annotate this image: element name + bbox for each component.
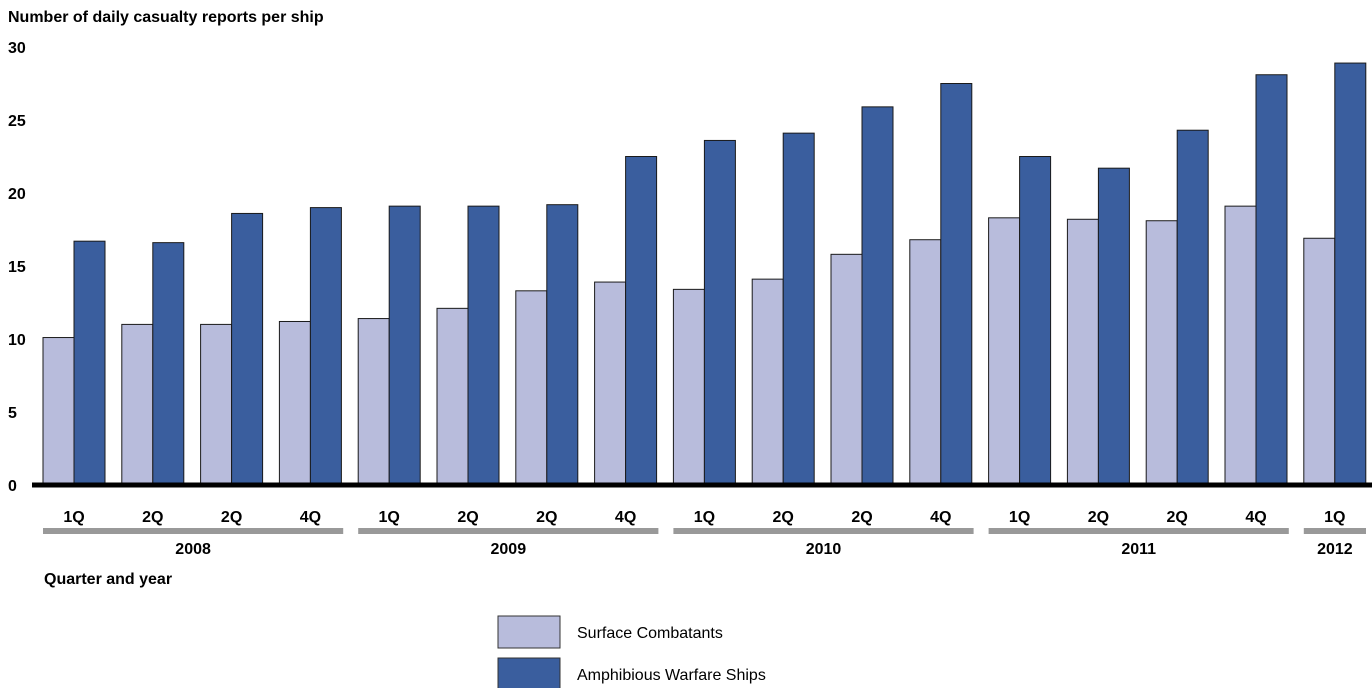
- x-tick-label: 2Q: [1088, 509, 1109, 526]
- bar-amphibious-warfare-ships: [1334, 62, 1367, 486]
- x-tick-label: 1Q: [379, 509, 400, 526]
- bar-amphibious-warfare-ships: [1097, 167, 1130, 486]
- legend-swatch: [497, 657, 561, 688]
- bar-amphibious-warfare-ships: [388, 205, 421, 486]
- bar-amphibious-warfare-ships: [309, 207, 342, 486]
- year-bracket: [358, 528, 659, 534]
- bar-surface-combatants: [594, 281, 627, 486]
- bar-surface-combatants: [42, 337, 75, 486]
- bar-amphibious-warfare-ships: [782, 132, 815, 486]
- x-tick-label: 1Q: [63, 509, 84, 526]
- year-label: 2011: [1121, 541, 1156, 558]
- year-bracket: [673, 528, 974, 534]
- x-tick-label: 2Q: [142, 509, 163, 526]
- bar-surface-combatants: [200, 323, 233, 486]
- bar-surface-combatants: [436, 307, 469, 486]
- bar-surface-combatants: [1066, 218, 1099, 486]
- x-tick-label: 2Q: [851, 509, 872, 526]
- bar-surface-combatants: [1224, 205, 1257, 486]
- year-bracket: [1303, 528, 1366, 534]
- bar-amphibious-warfare-ships: [73, 240, 106, 486]
- legend-swatch: [497, 615, 561, 649]
- bar-surface-combatants: [1145, 220, 1178, 486]
- bar-amphibious-warfare-ships: [703, 139, 736, 486]
- y-tick-label: 25: [8, 113, 26, 130]
- x-tick-label: 1Q: [1324, 509, 1345, 526]
- y-axis-label: Number of daily casualty reports per shi…: [8, 9, 324, 26]
- legend-label: Amphibious Warfare Ships: [577, 667, 766, 684]
- bar-surface-combatants: [751, 278, 784, 486]
- year-label: 2010: [806, 541, 842, 558]
- bar-amphibious-warfare-ships: [861, 106, 894, 486]
- year-bracket: [43, 528, 344, 534]
- legend: Surface Combatants Amphibious Warfare Shi…: [497, 615, 766, 688]
- y-tick-label: 30: [8, 40, 26, 57]
- bar-amphibious-warfare-ships: [152, 242, 185, 486]
- y-tick-label: 15: [8, 259, 26, 276]
- year-label: 2008: [175, 541, 211, 558]
- bar-surface-combatants: [121, 323, 154, 486]
- bar-amphibious-warfare-ships: [940, 83, 973, 486]
- x-tick-label: 2Q: [773, 509, 794, 526]
- x-tick-label: 2Q: [1167, 509, 1188, 526]
- x-tick-label: 4Q: [930, 509, 951, 526]
- x-axis-label: Quarter and year: [44, 571, 172, 588]
- bar-surface-combatants: [1303, 237, 1336, 486]
- x-tick-label: 4Q: [1245, 509, 1266, 526]
- bar-surface-combatants: [278, 320, 311, 486]
- bar-amphibious-warfare-ships: [1176, 129, 1209, 486]
- bar-amphibious-warfare-ships: [231, 212, 264, 486]
- x-tick-label: 2Q: [221, 509, 242, 526]
- bar-amphibious-warfare-ships: [546, 204, 579, 486]
- year-label: 2009: [491, 541, 527, 558]
- x-tick-label: 1Q: [694, 509, 715, 526]
- year-groups: 2008 2009 2010 2011 2012: [43, 528, 1366, 558]
- legend-label: Surface Combatants: [577, 625, 723, 642]
- bar-amphibious-warfare-ships: [1255, 74, 1288, 486]
- year-bracket: [988, 528, 1289, 534]
- bar-surface-combatants: [988, 217, 1021, 486]
- bar-surface-combatants: [357, 318, 390, 486]
- bar-surface-combatants: [672, 288, 705, 486]
- bar-amphibious-warfare-ships: [467, 205, 500, 486]
- year-label: 2012: [1317, 541, 1353, 558]
- x-tick-label: 4Q: [300, 509, 321, 526]
- bars: [42, 62, 1367, 486]
- y-tick-label: 10: [8, 332, 26, 349]
- x-tick-label: 4Q: [615, 509, 636, 526]
- bar-amphibious-warfare-ships: [1019, 156, 1052, 486]
- bar-surface-combatants: [515, 290, 548, 486]
- y-tick-label: 5: [8, 405, 17, 422]
- x-tick-label: 2Q: [457, 509, 478, 526]
- bar-surface-combatants: [909, 239, 942, 486]
- y-tick-label: 0: [8, 478, 17, 495]
- x-tick-labels: 1Q 2Q 2Q 4Q 1Q 2Q 2Q 4Q 1Q 2Q 2Q 4Q 1Q 2Q 2Q 4Q 1Q: [63, 509, 1345, 526]
- y-tick-labels: 0 5 10 15 20 25 30: [8, 40, 26, 495]
- x-tick-label: 2Q: [536, 509, 557, 526]
- bar-amphibious-warfare-ships: [625, 156, 658, 486]
- bar-surface-combatants: [830, 253, 863, 486]
- x-tick-label: 1Q: [1009, 509, 1030, 526]
- y-tick-label: 20: [8, 186, 26, 203]
